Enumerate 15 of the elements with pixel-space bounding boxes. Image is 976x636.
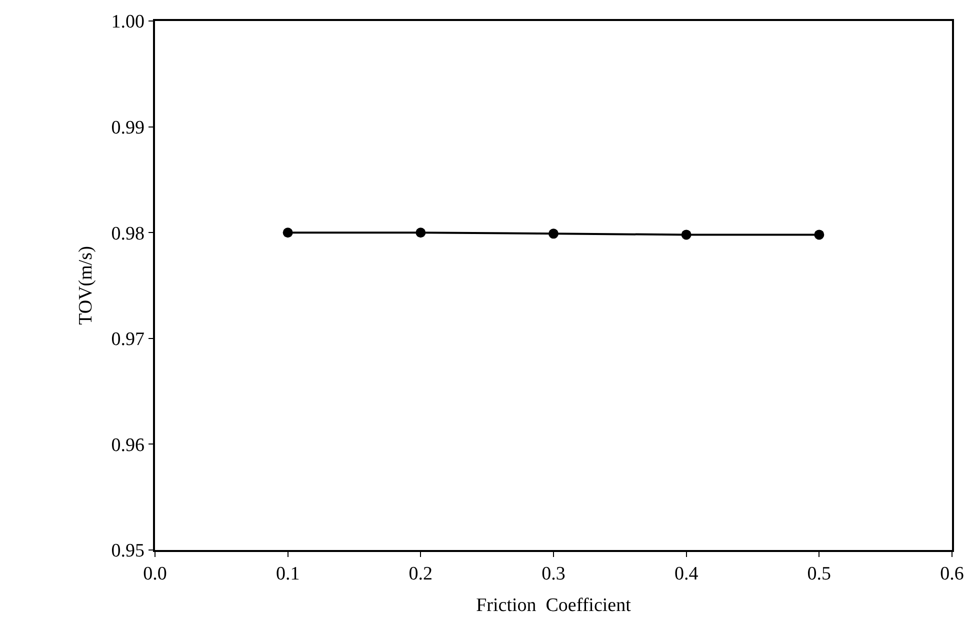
y-tick-label: 0.98 (111, 223, 144, 244)
x-axis-title: Friction Coefficient (476, 594, 632, 616)
x-tick-label: 0.4 (674, 564, 699, 585)
y-tick-label: 0.99 (111, 117, 144, 138)
x-tick-label: 0.6 (940, 564, 964, 585)
y-tick-label: 0.96 (111, 434, 144, 456)
x-tick-label: 0.0 (143, 564, 167, 585)
y-tick-label: 1.00 (111, 12, 144, 33)
y-axis-title: TOV(m/s) (76, 246, 97, 325)
y-tick-label: 0.97 (111, 329, 144, 350)
x-tick-label: 0.1 (276, 564, 300, 585)
x-tick-label: 0.5 (807, 564, 832, 585)
y-tick-label: 0.95 (111, 540, 144, 562)
x-tick-label: 0.2 (408, 564, 433, 585)
x-tick-label: 0.3 (542, 564, 566, 585)
